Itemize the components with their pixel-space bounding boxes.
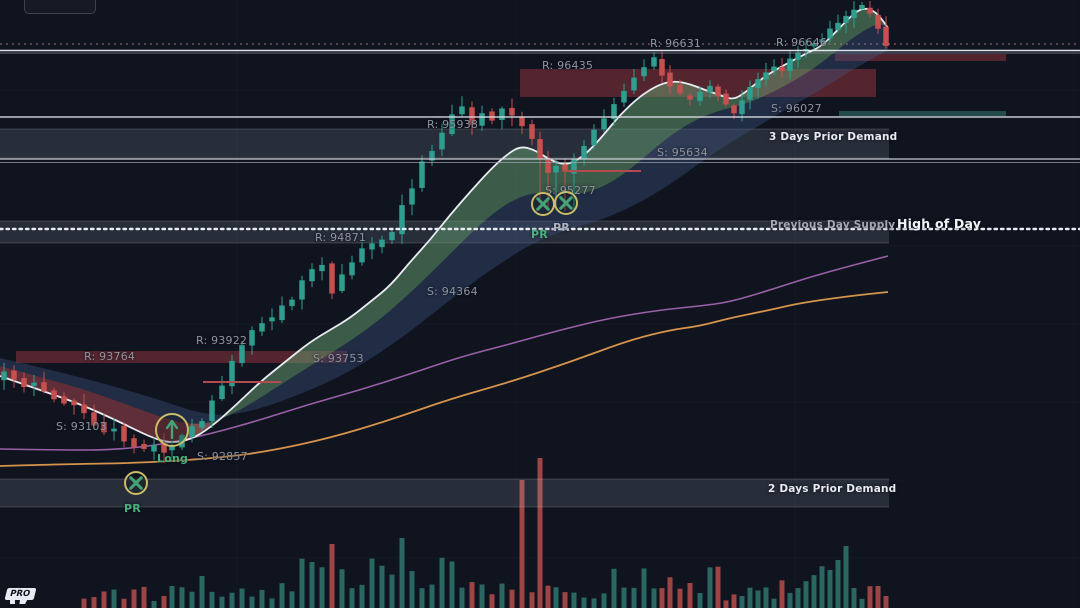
exit-x-marker[interactable] (554, 191, 578, 215)
pro-badge: PRO (4, 588, 37, 600)
toolbar-button-partial[interactable] (24, 0, 96, 14)
exit-x-marker[interactable] (124, 471, 148, 495)
tradingview-logo[interactable]: PRO (4, 588, 37, 604)
long-entry-marker[interactable] (155, 413, 189, 447)
exit-x-marker[interactable] (531, 192, 555, 216)
